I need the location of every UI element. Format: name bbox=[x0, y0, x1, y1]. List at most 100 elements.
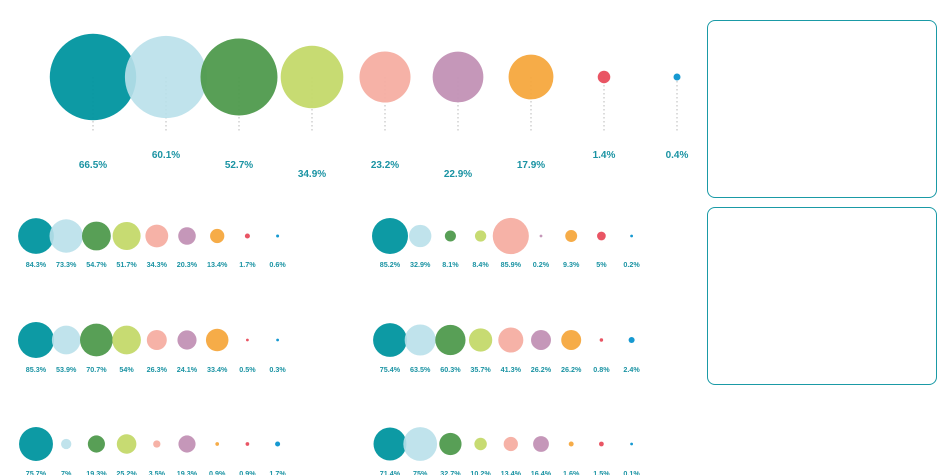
bubble bbox=[409, 224, 432, 248]
data-label: 75.4% bbox=[380, 365, 401, 374]
bubble-chart-1: 66.5% 60.1% 52.7% 34.9% 23.2% 22.9% 17.9% 1.4% 0… bbox=[49, 33, 689, 180]
bubble bbox=[531, 330, 551, 350]
bubble bbox=[498, 327, 524, 353]
data-label: 85.9% bbox=[501, 260, 522, 269]
bubble bbox=[200, 38, 278, 116]
data-label: 71.4% bbox=[380, 469, 401, 475]
bubble bbox=[492, 217, 529, 255]
bubble bbox=[124, 35, 208, 119]
data-label: 53.9% bbox=[56, 365, 77, 374]
bubble bbox=[468, 328, 493, 352]
data-label: 7% bbox=[61, 469, 72, 475]
data-label: 0.1% bbox=[623, 469, 640, 475]
data-label: 33.4% bbox=[207, 365, 228, 374]
data-label: 75.7% bbox=[26, 469, 47, 475]
bubble bbox=[404, 324, 436, 356]
data-label: 25.2% bbox=[116, 469, 137, 475]
bubble-chart-4: 85.3% 53.9% 70.7% 54% 26.3% 24.1% 33.4% 0.5% 0.3… bbox=[17, 321, 286, 374]
data-label: 0.9% bbox=[239, 469, 256, 475]
bubble bbox=[81, 221, 111, 251]
data-label: 9.3% bbox=[563, 260, 580, 269]
bubble bbox=[503, 436, 518, 452]
data-label: 54.7% bbox=[86, 260, 107, 269]
bubble bbox=[630, 234, 633, 238]
bubble-chart-7: 71.4% 75% 32.7% 10.2% 13.4% 16.4% 1.6% 1.5% 0.1% bbox=[373, 427, 640, 475]
data-label: 32.9% bbox=[410, 260, 431, 269]
bubble bbox=[245, 442, 250, 446]
bubble bbox=[630, 442, 633, 446]
bubble bbox=[280, 45, 344, 109]
data-label: 52.7% bbox=[225, 160, 253, 171]
data-label: 8.1% bbox=[442, 260, 459, 269]
data-label: 85.3% bbox=[26, 365, 47, 374]
bubble bbox=[533, 436, 549, 452]
data-label: 75% bbox=[413, 469, 428, 475]
data-label: 34.9% bbox=[298, 169, 326, 180]
data-label: 1.7% bbox=[269, 469, 286, 475]
data-label: 84.3% bbox=[26, 260, 47, 269]
bubble bbox=[568, 441, 574, 447]
data-label: 1.6% bbox=[563, 469, 580, 475]
bubble bbox=[539, 234, 543, 238]
bubble bbox=[561, 330, 582, 350]
data-label: 0.6% bbox=[269, 260, 286, 269]
bubble bbox=[359, 51, 411, 103]
data-label: 0.8% bbox=[593, 365, 610, 374]
bubble bbox=[246, 338, 249, 342]
bubble bbox=[49, 33, 137, 121]
bubble bbox=[597, 70, 611, 84]
data-label: 0.9% bbox=[209, 469, 226, 475]
bubble bbox=[597, 231, 606, 241]
data-label: 16.4% bbox=[531, 469, 552, 475]
data-label: 85.2% bbox=[380, 260, 401, 269]
info-panel-bottom bbox=[707, 207, 937, 385]
bubble bbox=[276, 338, 279, 342]
bubble bbox=[599, 338, 604, 342]
bubble bbox=[178, 227, 196, 245]
bubble bbox=[276, 234, 280, 238]
data-label: 17.9% bbox=[517, 160, 545, 171]
data-label: 22.9% bbox=[444, 169, 472, 180]
bubble bbox=[19, 427, 53, 461]
bubble bbox=[215, 442, 220, 446]
data-label: 0.3% bbox=[269, 365, 286, 374]
data-label: 19.3% bbox=[177, 469, 198, 475]
bubble bbox=[145, 224, 169, 248]
bubble bbox=[80, 323, 113, 357]
data-label: 0.5% bbox=[239, 365, 256, 374]
bubble bbox=[112, 221, 141, 251]
bubble bbox=[17, 321, 55, 359]
bubble bbox=[153, 440, 161, 448]
data-label: 60.1% bbox=[152, 150, 180, 161]
data-label: 66.5% bbox=[79, 160, 107, 171]
data-label: 73.3% bbox=[56, 260, 77, 269]
data-label: 24.1% bbox=[177, 365, 198, 374]
bubble bbox=[177, 330, 197, 350]
data-label: 1.5% bbox=[593, 469, 610, 475]
bubble bbox=[210, 228, 225, 244]
data-label: 23.2% bbox=[371, 160, 399, 171]
data-label: 51.7% bbox=[116, 260, 137, 269]
bubble-chart-6: 75.7% 7% 19.3% 25.2% 3.5% 19.3% 0.9% 0.9% 1.7% bbox=[19, 427, 286, 475]
data-label: 60.3% bbox=[440, 365, 461, 374]
bubble bbox=[373, 427, 407, 461]
data-label: 19.3% bbox=[86, 469, 107, 475]
data-label: 2.4% bbox=[623, 365, 640, 374]
bubble bbox=[599, 441, 604, 447]
bubble bbox=[51, 325, 81, 355]
data-label: 5% bbox=[596, 260, 607, 269]
data-label: 0.2% bbox=[533, 260, 550, 269]
data-label: 1.4% bbox=[593, 150, 616, 161]
bubble bbox=[439, 432, 462, 456]
bubble bbox=[373, 323, 407, 357]
data-label: 54% bbox=[119, 365, 134, 374]
bubble bbox=[146, 330, 167, 350]
bubble bbox=[474, 437, 487, 451]
bubble bbox=[275, 441, 281, 447]
data-label: 32.7% bbox=[440, 469, 461, 475]
data-label: 0.4% bbox=[666, 150, 689, 161]
bubble bbox=[18, 218, 54, 254]
bubble-chart-5: 75.4% 63.5% 60.3% 35.7% 41.3% 26.2% 26.2% 0.8% 2… bbox=[373, 323, 640, 374]
data-label: 70.7% bbox=[86, 365, 107, 374]
